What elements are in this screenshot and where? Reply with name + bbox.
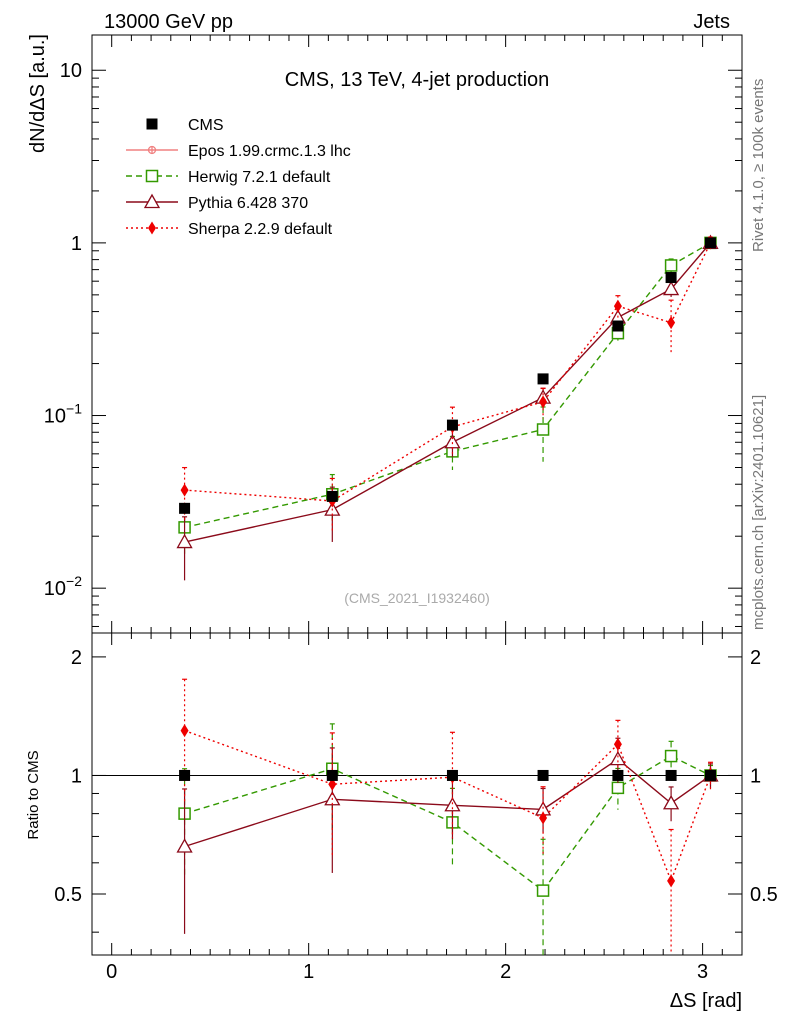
sherpa-ratio-point	[613, 737, 622, 751]
pythia-values-point	[662, 280, 680, 296]
pythia-ratio-point	[444, 796, 461, 812]
cms-ratio-point	[665, 769, 677, 781]
pythia-values-point	[444, 433, 461, 449]
herwig-values-line	[184, 242, 711, 529]
ratio-series-group	[176, 678, 719, 955]
herwig-ratio-point	[536, 884, 550, 897]
x-tick-label: 2	[500, 961, 511, 983]
rivet-label: Rivet 4.1.0, ≥ 100k events	[750, 79, 767, 252]
sherpa-ratio-point	[667, 874, 676, 888]
x-tick-label: 0	[106, 961, 117, 983]
legend-marker-herwig	[145, 169, 159, 183]
main-y-tick-label: 1	[71, 233, 82, 255]
sherpa-values-point	[613, 299, 622, 313]
cms-ratio-point	[446, 769, 458, 781]
herwig-values-point	[536, 423, 550, 436]
header-energy: 13000 GeV pp	[104, 11, 233, 33]
cms-values-point	[704, 237, 716, 249]
main-y-label: dN/dΔS [a.u.]	[27, 34, 49, 153]
pythia-ratio-point	[662, 794, 680, 810]
cms-ratio-point	[612, 769, 624, 781]
main-y-tick-label: 10	[60, 60, 82, 82]
sherpa-ratio-point	[180, 724, 189, 738]
sherpa-values-point	[539, 395, 548, 409]
axis-tick-labels: 0 1 2 3 10−2 10−1 1 10 0.5 0.5 1 1 2 2	[44, 60, 778, 983]
main-y-tick-label: 10−2	[44, 573, 82, 600]
ratio-y-tick-label-right: 0.5	[750, 884, 778, 906]
cms-values-point	[665, 272, 677, 284]
header-process: Jets	[693, 11, 730, 33]
cms-ratio-point	[704, 769, 716, 781]
legend: CMS Epos 1.99.crmc.1.3 lhc Herwig 7.2.1 de…	[126, 117, 351, 238]
legend-marker-sherpa	[148, 221, 156, 235]
legend-label-cms: CMS	[188, 117, 224, 134]
cms-values-point	[612, 320, 624, 332]
analysis-watermark: (CMS_2021_I1932460)	[344, 590, 490, 606]
pythia-values-point	[176, 533, 193, 549]
x-axis-label: ΔS [rad]	[670, 990, 742, 1012]
legend-marker-pythia	[143, 193, 161, 209]
ratio-y-tick-label-right: 1	[750, 765, 761, 787]
ratio-y-tick-label-right: 2	[750, 647, 761, 669]
cms-values-point	[179, 502, 191, 514]
x-tick-label: 1	[303, 961, 314, 983]
cms-ratio-point	[326, 769, 338, 781]
cms-values-point	[326, 490, 338, 502]
sherpa-ratio-point	[328, 777, 337, 791]
herwig-ratio-point	[664, 749, 678, 763]
ratio-panel-frame	[91, 632, 743, 956]
pythia-ratio-point	[609, 750, 627, 766]
sherpa-values-line	[184, 242, 712, 502]
pythia-ratio-point	[176, 838, 193, 853]
sherpa-values-point	[667, 316, 676, 330]
legend-label-pythia: Pythia 6.428 370	[188, 195, 308, 212]
x-tick-label: 3	[697, 961, 708, 983]
legend-marker-cms	[146, 118, 158, 130]
sherpa-ratio-point	[539, 811, 548, 825]
sherpa-values-point	[180, 483, 189, 497]
axis-ticks	[92, 35, 743, 955]
mcplots-label: mcplots.cern.ch [arXiv:2401.10621]	[750, 395, 767, 630]
herwig-values-point	[664, 259, 678, 272]
pythia-values-line	[184, 242, 712, 543]
ratio-y-tick-label: 1	[71, 765, 82, 787]
herwig-ratio-point	[611, 781, 625, 795]
ratio-y-tick-label: 2	[71, 647, 82, 669]
ratio-y-label: Ratio to CMS	[25, 750, 42, 839]
legend-label-sherpa: Sherpa 2.2.9 default	[188, 221, 333, 238]
legend-label-herwig: Herwig 7.2.1 default	[188, 169, 331, 186]
cms-values-point	[537, 373, 549, 385]
cms-ratio-point	[537, 769, 549, 781]
main-series-group	[176, 234, 719, 581]
main-y-tick-label: 10−1	[44, 401, 82, 428]
chart-title: CMS, 13 TeV, 4-jet production	[285, 69, 550, 91]
cms-ratio-point	[179, 769, 191, 781]
cms-values-point	[446, 419, 458, 431]
legend-label-epos: Epos 1.99.crmc.1.3 lhc	[188, 143, 351, 160]
ratio-y-tick-label: 0.5	[54, 884, 82, 906]
